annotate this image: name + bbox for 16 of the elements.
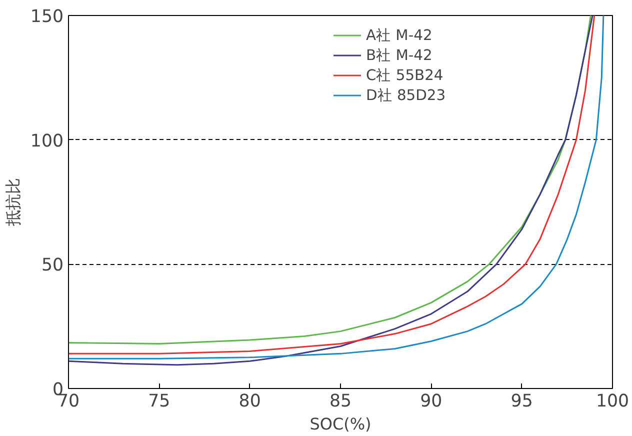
x-tick-label: 90 <box>420 392 442 412</box>
y-axis-title: 抵抗比 <box>3 178 22 227</box>
x-tick-label: 80 <box>238 392 261 412</box>
legend-label: A社 M-42 <box>366 26 432 44</box>
legend-label: C社 55B24 <box>366 66 444 84</box>
legend-label: B社 M-42 <box>366 46 432 64</box>
legend-label: D社 85D23 <box>366 86 446 104</box>
y-tick-label: 0 <box>52 380 64 400</box>
y-tick-label: 50 <box>41 256 64 276</box>
x-tick-label: 85 <box>329 392 352 412</box>
x-tick-label: 95 <box>510 392 533 412</box>
x-tick-label: 75 <box>148 392 170 412</box>
x-tick-label: 100 <box>596 392 630 412</box>
y-tick-label: 100 <box>30 131 64 152</box>
x-axis-title: SOC(%) <box>310 414 372 434</box>
y-tick-label: 150 <box>30 7 64 27</box>
